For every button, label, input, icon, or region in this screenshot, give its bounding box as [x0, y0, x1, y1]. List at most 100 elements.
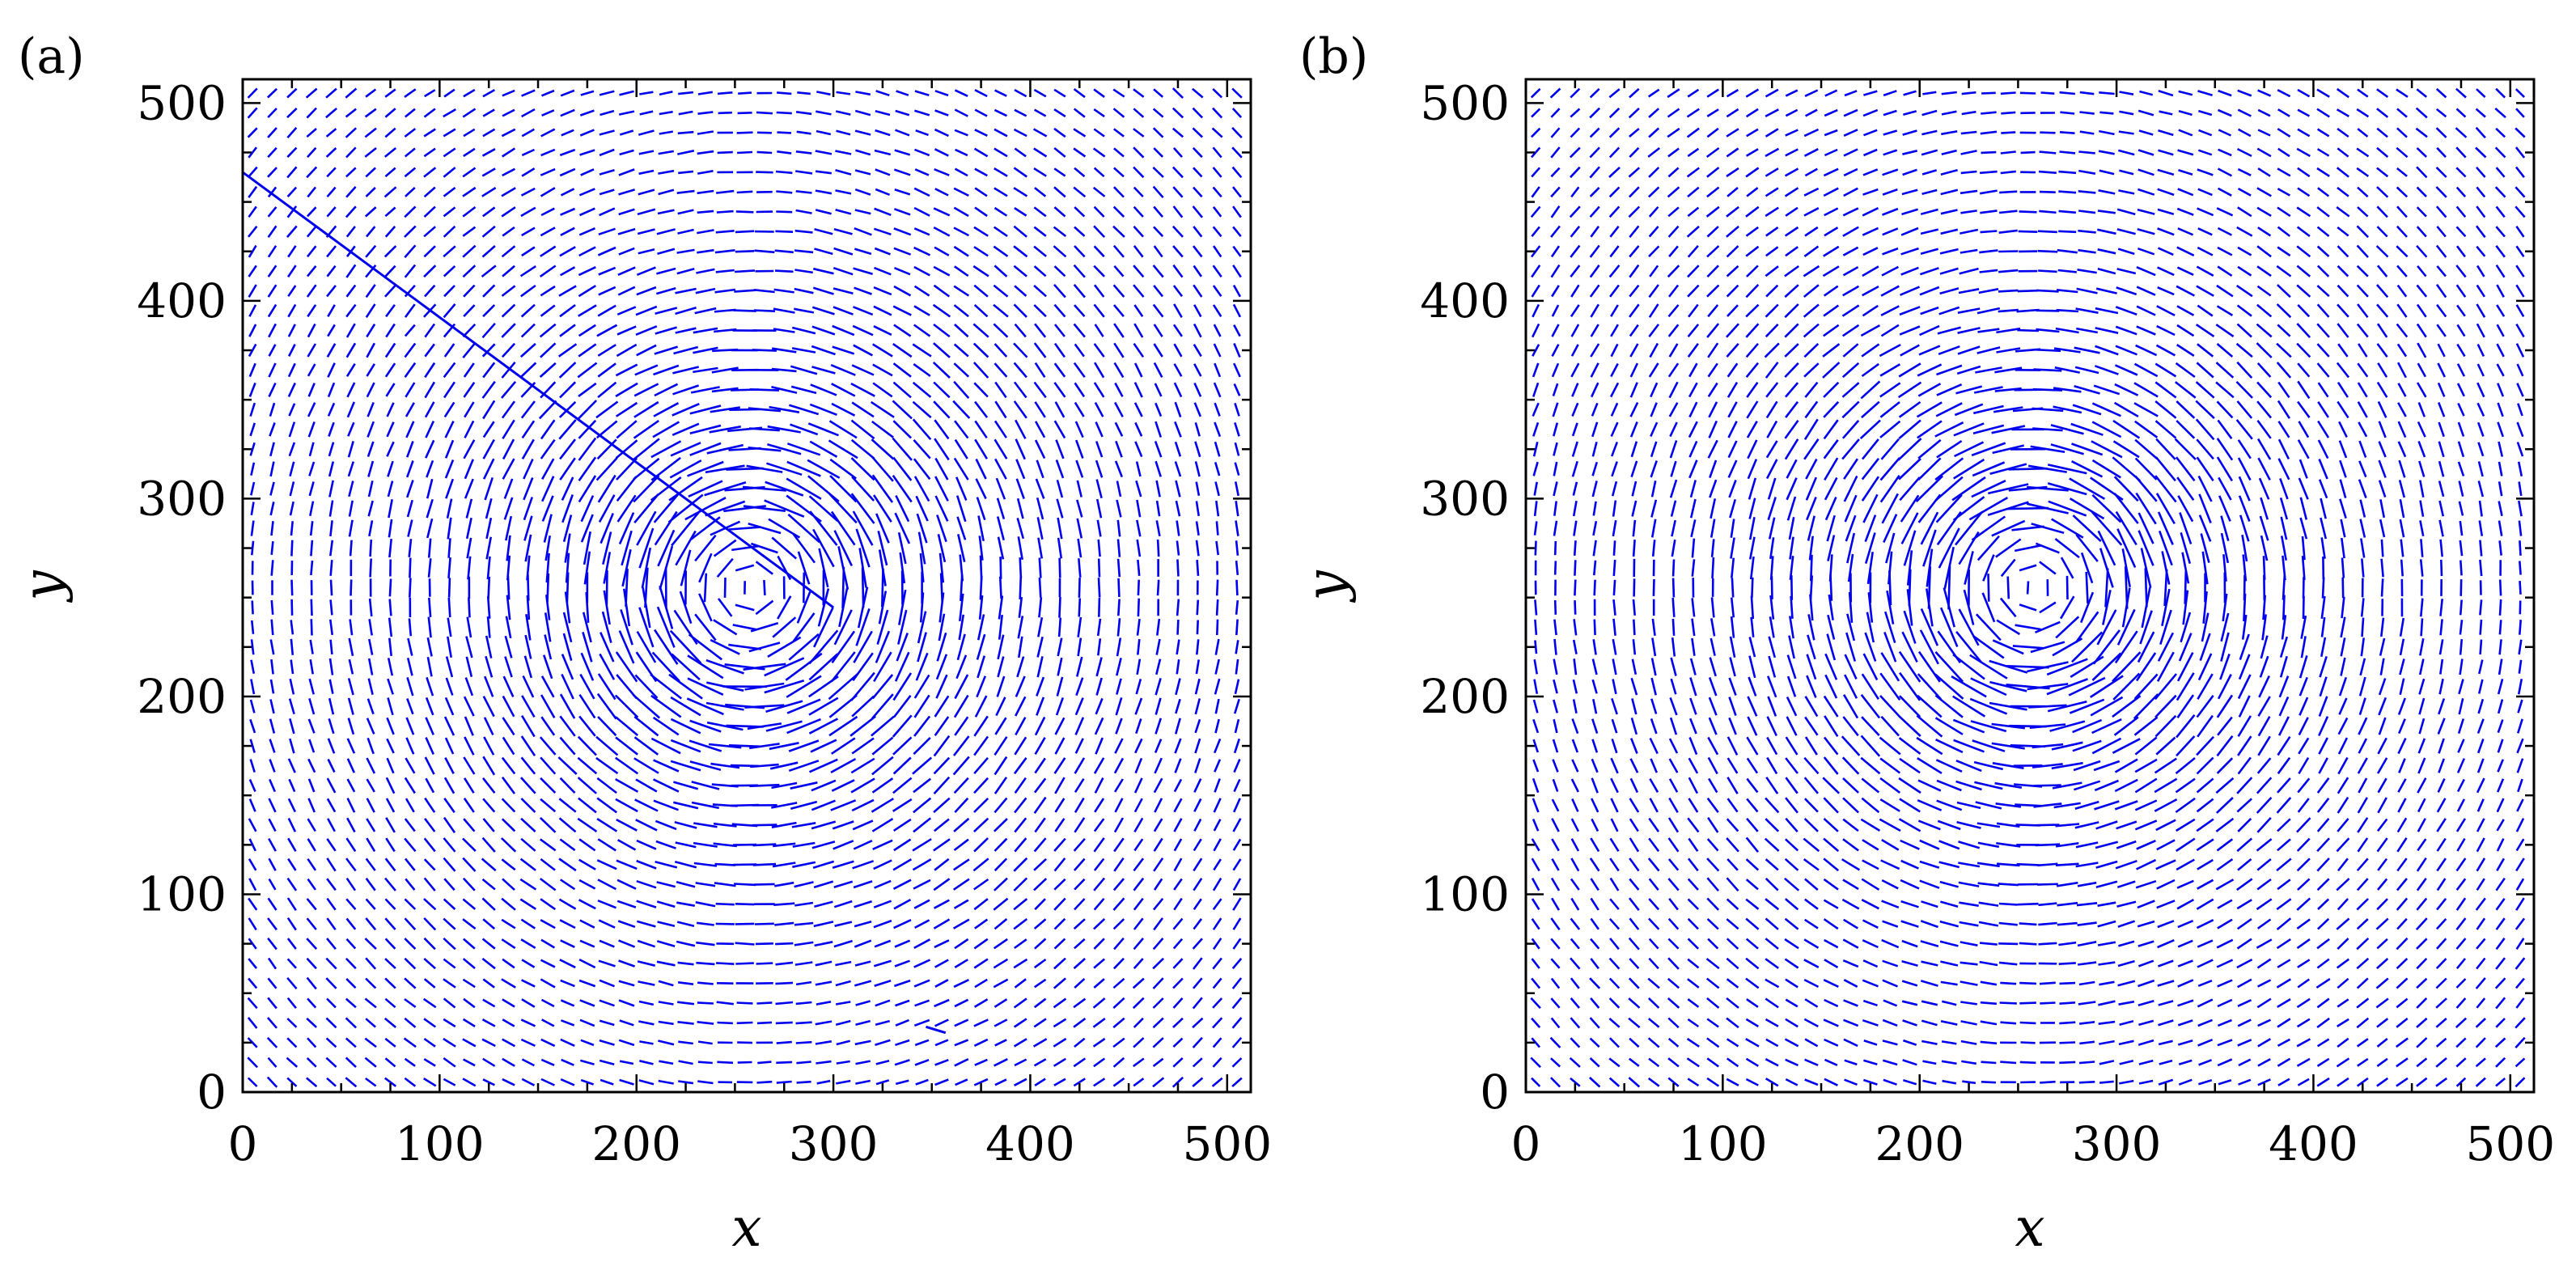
vector-arrow: [1633, 619, 1636, 636]
vector-arrow: [443, 186, 456, 197]
vector-arrow: [2197, 475, 2213, 502]
vector-arrow: [835, 980, 851, 987]
vector-arrow: [1034, 401, 1046, 418]
vector-arrow: [2197, 246, 2214, 256]
vector-arrow: [2137, 940, 2154, 947]
vector-arrow: [776, 1040, 792, 1044]
vector-arrow: [2026, 502, 2069, 514]
vector-arrow: [561, 476, 574, 501]
vector-arrow: [1845, 632, 1857, 662]
vector-arrow: [1790, 575, 1794, 600]
vector-arrow: [1633, 578, 1636, 597]
vector-arrow: [464, 677, 474, 697]
vector-arrow: [406, 657, 413, 676]
vector-arrow: [2075, 841, 2099, 849]
vector-arrow: [974, 206, 988, 218]
vector-arrow: [1882, 168, 1899, 176]
vector-arrow: [1902, 168, 1917, 176]
vector-arrow: [305, 87, 318, 99]
vector-arrow: [1214, 778, 1221, 793]
vector-arrow: [1590, 382, 1599, 398]
vector-arrow: [1532, 718, 1540, 734]
vector-arrow: [993, 303, 1009, 318]
vector-arrow: [1591, 739, 1599, 753]
vector-arrow: [655, 840, 676, 849]
vector-arrow: [810, 383, 837, 396]
vector-arrow: [1193, 838, 1202, 852]
vector-arrow: [619, 1019, 634, 1027]
vector-arrow: [310, 599, 313, 616]
vector-arrow: [560, 89, 575, 97]
vector-arrow: [558, 898, 577, 910]
vector-arrow: [1785, 736, 1799, 756]
vector-arrow: [288, 442, 296, 457]
vector-arrow: [1841, 400, 1860, 419]
vector-arrow: [1034, 898, 1046, 911]
vector-arrow: [1570, 225, 1581, 238]
vector-arrow: [1112, 244, 1125, 258]
vector-arrow: [1213, 343, 1222, 358]
vector-arrow: [1940, 980, 1958, 986]
vector-arrow: [1823, 419, 1839, 440]
vector-arrow: [694, 534, 717, 562]
vector-arrow: [1667, 1017, 1680, 1029]
vector-arrow: [2237, 246, 2252, 256]
vector-arrow: [670, 718, 701, 735]
vector-arrow: [365, 977, 377, 989]
vector-arrow: [2337, 737, 2349, 755]
vector-arrow: [1706, 127, 1719, 138]
vector-arrow: [1844, 654, 1858, 680]
vector-arrow: [2202, 591, 2208, 624]
vector-arrow: [2376, 284, 2389, 299]
vector-arrow: [1706, 186, 1720, 198]
vector-arrow: [1943, 546, 1955, 589]
vector-arrow: [1687, 206, 1700, 218]
vector-arrow: [1901, 1000, 1918, 1006]
vector-arrow: [2296, 1057, 2311, 1067]
vector-arrow: [2297, 878, 2311, 891]
vector-arrow: [1806, 654, 1817, 680]
vector-arrow: [540, 716, 556, 736]
vector-arrow: [1571, 402, 1579, 417]
vector-arrow: [1571, 441, 1578, 457]
vector-arrow: [2048, 500, 2087, 517]
vector-arrow: [854, 900, 872, 908]
vector-arrow: [1532, 759, 1540, 773]
vector-arrow: [994, 265, 1008, 277]
vector-arrow: [2014, 544, 2042, 553]
vector-arrow: [808, 697, 839, 716]
vector-arrow: [2215, 381, 2235, 399]
vector-arrow: [348, 637, 354, 656]
vector-arrow: [809, 510, 838, 546]
vector-arrow: [463, 818, 476, 832]
vector-arrow: [384, 167, 396, 178]
vector-arrow: [443, 1057, 456, 1068]
vector-arrow: [1881, 493, 1899, 524]
vector-arrow: [1054, 818, 1066, 832]
vector-arrow: [2053, 802, 2081, 809]
vector-arrow: [1765, 877, 1779, 891]
vector-arrow: [2099, 129, 2115, 136]
vector-arrow: [2256, 285, 2272, 297]
vector-arrow: [1765, 400, 1778, 419]
vector-arrow: [1629, 362, 1639, 378]
vector-arrow: [636, 510, 657, 546]
vector-arrow: [1212, 245, 1222, 258]
vector-arrow: [481, 380, 496, 399]
vector-arrow: [2256, 797, 2273, 814]
vector-arrow: [973, 303, 989, 318]
vector-arrow: [1671, 637, 1676, 657]
vector-arrow: [1573, 658, 1578, 675]
vector-arrow: [1977, 328, 2000, 333]
vector-arrow: [871, 817, 894, 832]
vector-arrow: [833, 880, 854, 888]
vector-arrow: [1688, 382, 1698, 398]
vector-arrow: [672, 422, 700, 436]
vector-arrow: [2177, 920, 2194, 929]
vector-arrow: [384, 877, 396, 891]
vector-arrow: [618, 999, 635, 1007]
vector-arrow: [2091, 652, 2122, 681]
vector-arrow: [2298, 737, 2310, 755]
vector-arrow: [755, 599, 774, 616]
vector-arrow: [638, 1000, 655, 1006]
